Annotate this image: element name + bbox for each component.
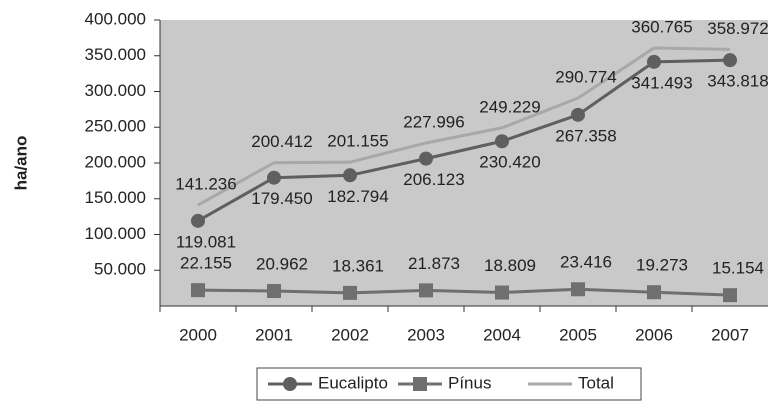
point	[343, 285, 357, 300]
y-tick-label: 50.000	[94, 260, 146, 279]
point	[723, 53, 737, 68]
legend-marker	[283, 377, 297, 391]
data-label: 179.450	[251, 189, 312, 208]
data-label: 182.794	[327, 187, 388, 206]
data-label: 206.123	[403, 170, 464, 189]
data-label: 22.155	[180, 254, 232, 273]
x-tick-label: 2005	[559, 325, 597, 344]
x-tick-label: 2002	[331, 325, 369, 344]
data-label: 227.996	[403, 112, 464, 131]
data-label: 230.420	[479, 153, 540, 172]
data-label: 290.774	[555, 68, 616, 87]
point	[419, 283, 433, 298]
x-tick-label: 2004	[483, 325, 521, 344]
x-tick-label: 2003	[407, 325, 445, 344]
data-label: 249.229	[479, 97, 540, 116]
data-label: 20.962	[256, 254, 308, 273]
data-label: 23.416	[560, 253, 612, 272]
point	[191, 283, 205, 298]
data-label: 141.236	[175, 175, 236, 194]
point	[723, 288, 737, 303]
point	[647, 285, 661, 300]
y-tick-label: 250.000	[85, 117, 146, 136]
legend-label: Pínus	[448, 373, 491, 392]
data-label: 267.358	[555, 126, 616, 145]
point	[571, 282, 585, 297]
y-tick-label: 300.000	[85, 81, 146, 100]
legend-label: Eucalipto	[318, 373, 388, 392]
x-tick-label: 2007	[711, 325, 749, 344]
point	[419, 151, 433, 166]
point	[495, 285, 509, 300]
data-label: 201.155	[327, 132, 388, 151]
y-tick-label: 150.000	[85, 188, 146, 207]
x-tick-label: 2000	[179, 325, 217, 344]
point	[191, 213, 205, 228]
series-line	[197, 287, 731, 297]
y-tick-label: 350.000	[85, 45, 146, 64]
legend-label: Total	[578, 373, 614, 392]
point	[267, 284, 281, 299]
y-tick-label: 400.000	[85, 9, 146, 28]
data-label: 21.873	[408, 254, 460, 273]
x-tick-label: 2006	[635, 325, 673, 344]
legend-marker	[413, 377, 427, 391]
point	[267, 170, 281, 185]
point	[571, 107, 585, 122]
point	[647, 54, 661, 69]
data-label: 19.273	[636, 256, 688, 275]
data-label: 360.765	[631, 18, 692, 37]
data-label: 119.081	[176, 232, 236, 251]
data-label: 15.154	[712, 259, 764, 278]
series-line	[197, 58, 731, 223]
legend	[256, 367, 642, 401]
point	[495, 134, 509, 149]
plot-area	[160, 20, 768, 306]
data-label: 18.809	[484, 256, 536, 275]
point	[343, 168, 357, 183]
series-line	[197, 46, 731, 207]
y-tick-label: 200.000	[85, 152, 146, 171]
data-label: 343.818	[707, 72, 768, 91]
y-tick-label: 100.000	[85, 224, 146, 243]
data-label: 200.412	[251, 132, 312, 151]
x-tick-label: 2001	[255, 325, 293, 344]
data-label: 341.493	[631, 73, 692, 92]
data-label: 18.361	[332, 256, 384, 275]
data-label: 358.972	[707, 19, 768, 38]
y-axis-label: ha/ano	[11, 136, 30, 191]
